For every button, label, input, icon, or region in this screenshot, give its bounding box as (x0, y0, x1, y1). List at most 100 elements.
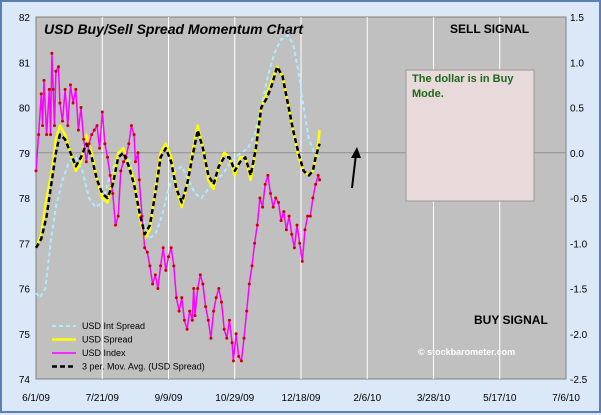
usd-index-point (279, 219, 283, 223)
usd-index-point (41, 124, 45, 128)
usd-index-point (303, 228, 307, 232)
usd-index-point (258, 196, 262, 200)
usd-index-point (129, 124, 133, 128)
usd-index-point (287, 214, 291, 218)
left-tick-label: 80 (19, 104, 31, 115)
left-tick-label: 78 (19, 194, 31, 205)
usd-index-point (156, 287, 160, 290)
usd-index-point (261, 205, 265, 209)
usd-index-point (63, 87, 67, 91)
usd-index-point (277, 201, 280, 204)
usd-index-point (209, 336, 213, 340)
usd-index-point (177, 309, 181, 313)
series-moving-average (34, 65, 321, 249)
left-tick-label: 77 (19, 239, 31, 250)
usd-index-point (108, 173, 112, 177)
usd-index-point (250, 264, 254, 268)
usd-index-point (116, 214, 120, 218)
usd-index-point (295, 223, 299, 227)
left-tick-label: 74 (19, 375, 31, 386)
usd-index-point (37, 133, 41, 137)
usd-index-point (34, 169, 38, 173)
usd-index-point (242, 336, 246, 340)
right-tick-label: -0.5 (570, 194, 588, 205)
usd-index-point (180, 296, 184, 300)
right-tick-label: 0.5 (570, 104, 584, 115)
right-tick-label: 0.0 (570, 149, 584, 160)
usd-index-point (167, 255, 170, 259)
usd-index-point (95, 124, 99, 128)
usd-index-point (271, 205, 275, 209)
usd-index-point (298, 241, 302, 245)
usd-index-point (274, 196, 278, 200)
left-tick-label: 82 (19, 13, 31, 24)
annotation-text-line-1: The dollar is in Buy (412, 73, 514, 85)
usd-index-point (290, 232, 294, 236)
usd-index-point (143, 246, 147, 250)
buy-signal-label: BUY SIGNAL (474, 313, 548, 327)
usd-index-point (311, 196, 315, 200)
usd-index-point (263, 182, 267, 186)
right-tick-label: -1.0 (570, 239, 588, 250)
legend-label: USD Spread (82, 335, 133, 345)
usd-index-point (136, 151, 140, 155)
usd-index-point (84, 160, 88, 164)
usd-index-point (269, 192, 272, 195)
x-tick-label: 10/29/09 (215, 393, 254, 404)
usd-index-point (71, 101, 75, 105)
usd-index-point (54, 69, 58, 73)
x-tick-label: 7/6/10 (552, 393, 580, 404)
usd-index-point (245, 309, 249, 313)
usd-index-point (204, 305, 208, 309)
x-tick-label: 3/28/10 (417, 393, 451, 404)
sell-signal-label: SELL SIGNAL (450, 22, 529, 36)
usd-index-point (190, 318, 194, 322)
right-tick-label: -1.5 (570, 285, 588, 296)
usd-index-point (153, 273, 157, 277)
x-tick-label: 6/1/09 (22, 393, 50, 404)
usd-index-point (58, 101, 62, 105)
annotation-box (405, 69, 535, 202)
usd-index-point (212, 309, 216, 313)
x-tick-label: 12/18/09 (282, 393, 321, 404)
usd-index-point (318, 178, 322, 182)
usd-index-point (49, 133, 53, 137)
legend: USD Int Spread USD Spread USD Index 3 per. … (52, 321, 205, 372)
usd-index-point (196, 287, 200, 290)
left-axis-ticks: 74 75 76 77 78 79 80 81 82 (19, 13, 31, 386)
right-tick-label: 1.5 (570, 13, 584, 24)
usd-index-point (119, 169, 123, 173)
left-tick-label: 81 (19, 58, 31, 69)
usd-index-point (306, 214, 310, 218)
watermark: © stockbarometer.com (418, 347, 515, 357)
usd-index-point (164, 268, 168, 272)
right-tick-label: 1.0 (570, 58, 584, 69)
usd-index-point (148, 264, 152, 268)
usd-index-point (198, 273, 202, 277)
usd-index-point (137, 178, 141, 182)
usd-index-point (206, 318, 210, 322)
right-tick-label: -2.5 (570, 375, 588, 386)
usd-index-point (145, 250, 149, 254)
usd-index-point (185, 327, 189, 331)
usd-index-point (193, 314, 197, 318)
legend-label: USD Int Spread (82, 321, 145, 331)
usd-index-point (316, 173, 320, 177)
usd-index-point (76, 128, 80, 132)
right-tick-label: -2.0 (570, 330, 588, 341)
legend-label: USD Index (82, 348, 126, 358)
usd-index-point (217, 287, 221, 290)
usd-index-point (98, 146, 102, 150)
x-tick-label: 7/21/09 (86, 393, 120, 404)
usd-index-point (239, 359, 243, 363)
left-tick-label: 75 (19, 330, 31, 341)
usd-index-point (188, 309, 192, 313)
usd-index-point (308, 214, 312, 218)
usd-index-point (255, 223, 259, 227)
usd-index-point (230, 341, 234, 345)
usd-index-point (127, 142, 131, 146)
usd-index-point (66, 124, 70, 128)
usd-index-point (79, 106, 83, 109)
